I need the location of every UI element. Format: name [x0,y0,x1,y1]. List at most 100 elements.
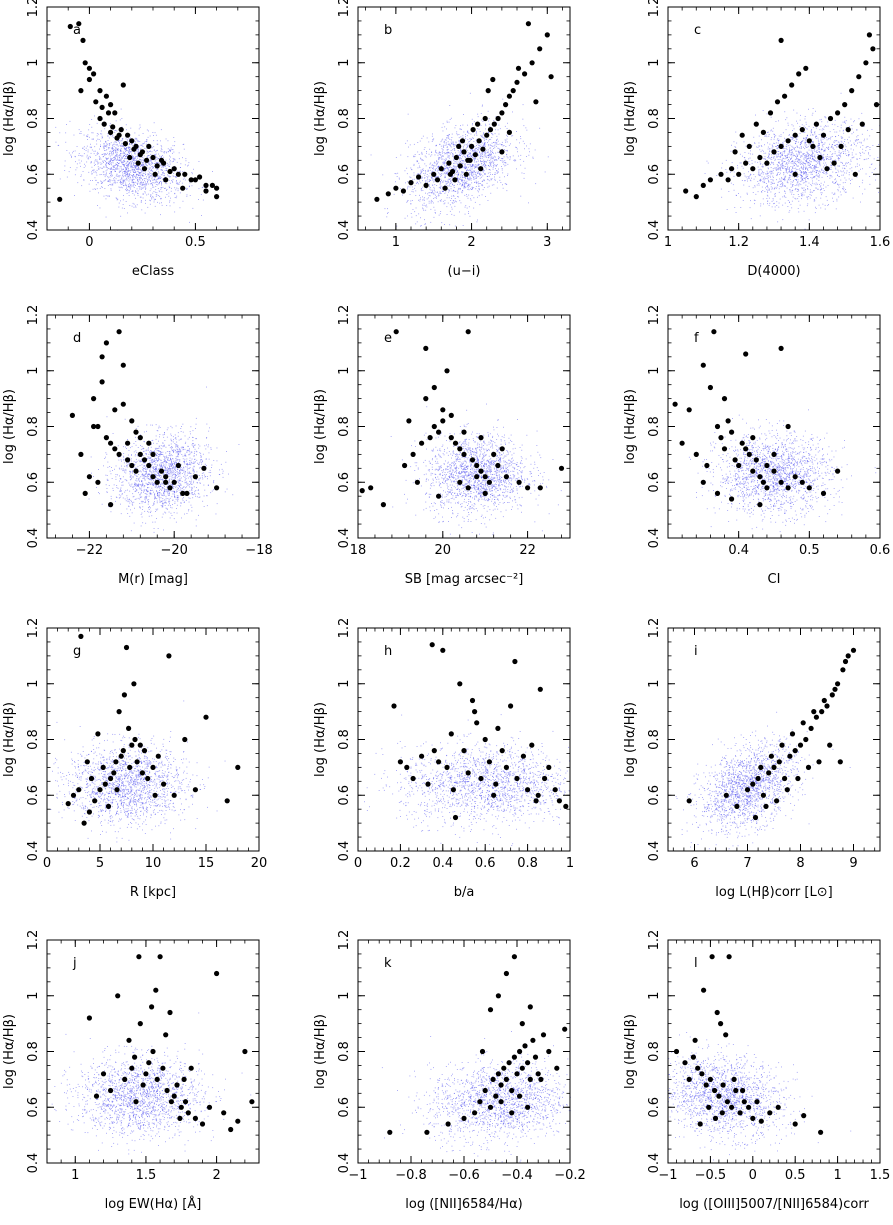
data-point [478,469,483,474]
dense-cloud-e [391,404,562,536]
data-point [722,446,727,451]
data-point [113,759,118,764]
data-point [166,653,171,658]
panel-tag: k [384,956,392,971]
data-point [694,194,699,199]
y-tick-label: 0.4 [26,841,41,862]
data-point [477,1099,482,1104]
y-tick-label: 1.2 [337,930,352,951]
data-point [141,1082,146,1087]
data-point [446,1121,451,1126]
data-point [721,1082,726,1087]
data-point [95,480,100,485]
data-point [423,396,428,401]
data-point [203,715,208,720]
data-point [504,1077,509,1082]
data-point [461,748,466,753]
data-point [145,776,150,781]
data-point [793,172,798,177]
y-axis-label: log (Hα/Hβ) [313,1014,328,1089]
data-point [428,435,433,440]
data-point [814,715,819,720]
data-point [144,158,149,163]
points-c [683,32,879,199]
data-point [496,1071,501,1076]
data-point [475,122,480,127]
data-point [545,32,550,37]
data-point [138,1021,143,1026]
data-point [203,188,208,193]
axes-frame [668,315,880,538]
data-point [133,469,138,474]
data-point [435,177,440,182]
data-point [484,133,489,138]
data-point [512,1055,517,1060]
data-point [153,172,158,177]
data-point [408,180,413,185]
data-point [466,329,471,334]
data-point [715,491,720,496]
data-point [727,954,732,959]
data-point [249,1099,254,1104]
y-tick-label: 0.8 [647,108,662,129]
data-point [541,1032,546,1037]
data-point [491,793,496,798]
data-point [456,144,461,149]
data-point [504,765,509,770]
data-point [189,1066,194,1071]
data-point [172,793,177,798]
data-point [546,1049,551,1054]
axes-frame [358,628,570,851]
data-point [718,435,723,440]
y-tick-label: 1 [337,367,352,375]
data-point [549,74,554,79]
data-point [856,74,861,79]
data-point [449,731,454,736]
data-point [723,1032,728,1037]
data-point [126,726,131,731]
data-point [163,1032,168,1037]
data-point [742,1099,747,1104]
data-point [779,346,784,351]
data-point [101,765,106,770]
data-point [460,138,465,143]
data-point [104,94,109,99]
data-point [391,703,396,708]
data-point [117,452,122,457]
data-point [715,424,720,429]
data-point [125,441,130,446]
data-point [440,648,445,653]
y-tick-label: 1.2 [337,618,352,639]
data-point [809,726,814,731]
data-point [189,177,194,182]
data-point [478,776,483,781]
data-point [491,452,496,457]
data-point [496,993,501,998]
data-point [150,474,155,479]
data-point [750,1116,755,1121]
data-point [740,133,745,138]
data-point [155,163,160,168]
x-tick-label: −0.2 [554,1168,586,1183]
data-point [853,172,858,177]
data-point [101,1071,106,1076]
y-tick-label: 1.2 [647,930,662,951]
data-point [557,798,562,803]
data-point [553,787,558,792]
panel-tag: e [384,331,392,346]
y-axis-label: log (Hα/Hβ) [313,389,328,464]
data-point [718,172,723,177]
data-point [835,110,840,115]
y-tick-label: 0.6 [337,164,352,185]
data-point [454,155,459,160]
data-point [444,368,449,373]
y-tick-label: 0.8 [647,729,662,750]
x-tick-label: 2 [467,235,475,250]
data-point [807,138,812,143]
data-point [430,642,435,647]
data-point [119,127,124,132]
x-tick-label: −22 [76,543,103,558]
data-point [225,798,230,803]
data-point [167,1010,172,1015]
